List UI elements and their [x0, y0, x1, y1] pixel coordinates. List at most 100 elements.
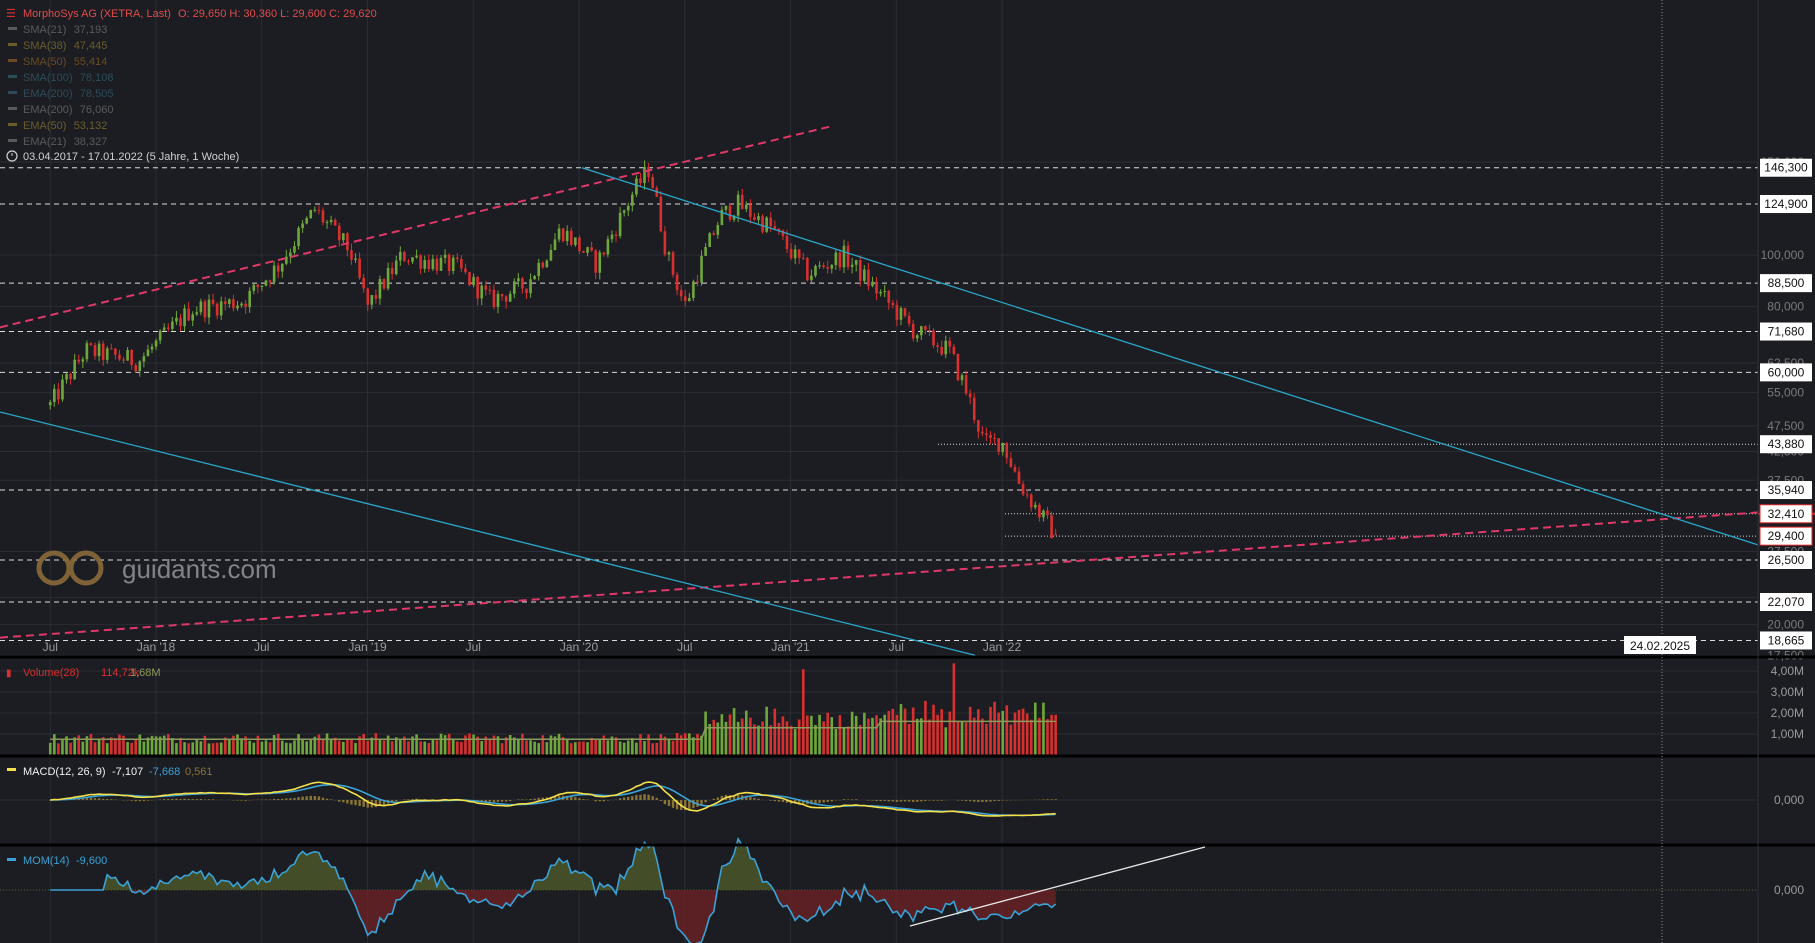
- candle-body: [773, 226, 777, 229]
- crosshair-date-box: [1624, 636, 1696, 654]
- level-pill-label: 32,410: [1768, 507, 1805, 521]
- candle-body: [736, 194, 740, 216]
- volume-value: 114,72k: [101, 667, 140, 679]
- volume-bar: [309, 739, 313, 755]
- candle-body: [724, 205, 728, 210]
- macd-hist-bar: [871, 800, 874, 801]
- candle-body: [399, 251, 402, 261]
- candle-body: [508, 293, 512, 302]
- candle-body: [622, 210, 626, 213]
- volume-bar: [724, 721, 728, 755]
- candle-body: [549, 250, 553, 261]
- volume-bar: [553, 736, 557, 755]
- candle-body: [940, 346, 943, 355]
- date-range: 03.04.2017 - 17.01.2022 (5 Jahre, 1 Woch…: [6, 150, 239, 163]
- macd-hist-bar: [578, 798, 581, 800]
- level-pill-label: 18,665: [1768, 633, 1805, 647]
- volume-bar: [126, 742, 129, 755]
- volume-bar: [700, 735, 703, 755]
- clock-icon: [6, 150, 18, 162]
- volume-bar: [541, 735, 545, 755]
- macd-hist-bar: [199, 798, 203, 800]
- volume-bar: [968, 706, 972, 755]
- volume-bar: [622, 742, 626, 755]
- level-pill-box: [1760, 551, 1812, 569]
- candle-body: [688, 298, 691, 301]
- candle-body: [110, 348, 113, 350]
- candle-body: [439, 257, 443, 271]
- candle-body: [541, 262, 545, 268]
- candle-body: [765, 217, 768, 232]
- candle-body: [411, 257, 414, 262]
- candle-body: [960, 375, 964, 381]
- macd-value: -7,107: [112, 766, 143, 778]
- candle-body: [977, 420, 980, 432]
- volume-bar: [394, 737, 398, 755]
- volume-bar: [480, 741, 484, 755]
- volume-bar: [447, 733, 451, 755]
- candle-body: [317, 209, 321, 211]
- volume-bar: [907, 724, 911, 755]
- macd-hist-bar: [49, 800, 52, 801]
- candle-body: [219, 301, 223, 316]
- volume-bar: [244, 736, 247, 755]
- indicator-value: 38,327: [74, 136, 108, 148]
- indicator-value: 37,193: [74, 24, 108, 36]
- candle-body: [793, 249, 797, 259]
- volume-bar: [187, 743, 190, 755]
- volume-bar: [162, 735, 166, 755]
- candle-body: [228, 299, 231, 304]
- volume-bar: [903, 708, 907, 755]
- candle-body: [899, 308, 903, 320]
- candle-body: [981, 431, 984, 434]
- volume-bar: [977, 709, 980, 755]
- candle-body: [582, 251, 585, 253]
- candle-body: [171, 321, 174, 329]
- macd-hist-bar: [798, 800, 801, 804]
- candle-body: [545, 260, 549, 268]
- volume-bar: [679, 735, 683, 755]
- candle-body: [529, 279, 532, 294]
- macd-hist-bar: [374, 800, 378, 808]
- volume-bar: [924, 700, 927, 755]
- volume-bar: [101, 737, 105, 755]
- candle-body: [810, 275, 813, 281]
- macd-hist-bar: [329, 799, 333, 800]
- macd-hist-bar: [785, 800, 789, 803]
- candle-body: [114, 348, 117, 355]
- level-pill-box: [1760, 274, 1812, 293]
- volume-bar: [346, 738, 349, 755]
- volume-bar: [911, 707, 915, 755]
- candle-body: [964, 375, 968, 394]
- volume-bar: [138, 734, 142, 755]
- candle-body: [53, 388, 56, 403]
- candle-body: [647, 166, 650, 177]
- candle-body: [822, 265, 825, 268]
- candle-body: [500, 293, 504, 297]
- candle-body: [895, 304, 899, 320]
- macd-hist-bar: [924, 800, 927, 801]
- candle-body: [264, 280, 268, 286]
- candle-body: [350, 250, 353, 260]
- volume-tick: 4,00M: [1771, 664, 1804, 678]
- volume-bar: [427, 743, 431, 755]
- candle-body: [598, 252, 602, 273]
- volume-bar: [643, 741, 646, 755]
- indicator-label: EMA(200): [23, 88, 73, 100]
- candle-body: [443, 254, 447, 258]
- volume-bar: [512, 737, 516, 755]
- volume-bar: [818, 714, 821, 755]
- candle-body: [838, 252, 842, 268]
- macd-hist-bar: [842, 799, 846, 800]
- candle-body: [333, 219, 337, 226]
- volume-bar: [419, 741, 422, 755]
- volume-bar: [378, 739, 382, 755]
- volume-bar: [732, 708, 736, 755]
- macd-hist-bar: [285, 798, 288, 800]
- candle-body: [517, 278, 520, 282]
- guidants-logo: guidants.com: [36, 550, 277, 586]
- volume-bar: [578, 741, 581, 755]
- volume-bar: [223, 737, 227, 755]
- candle-body: [1033, 504, 1037, 508]
